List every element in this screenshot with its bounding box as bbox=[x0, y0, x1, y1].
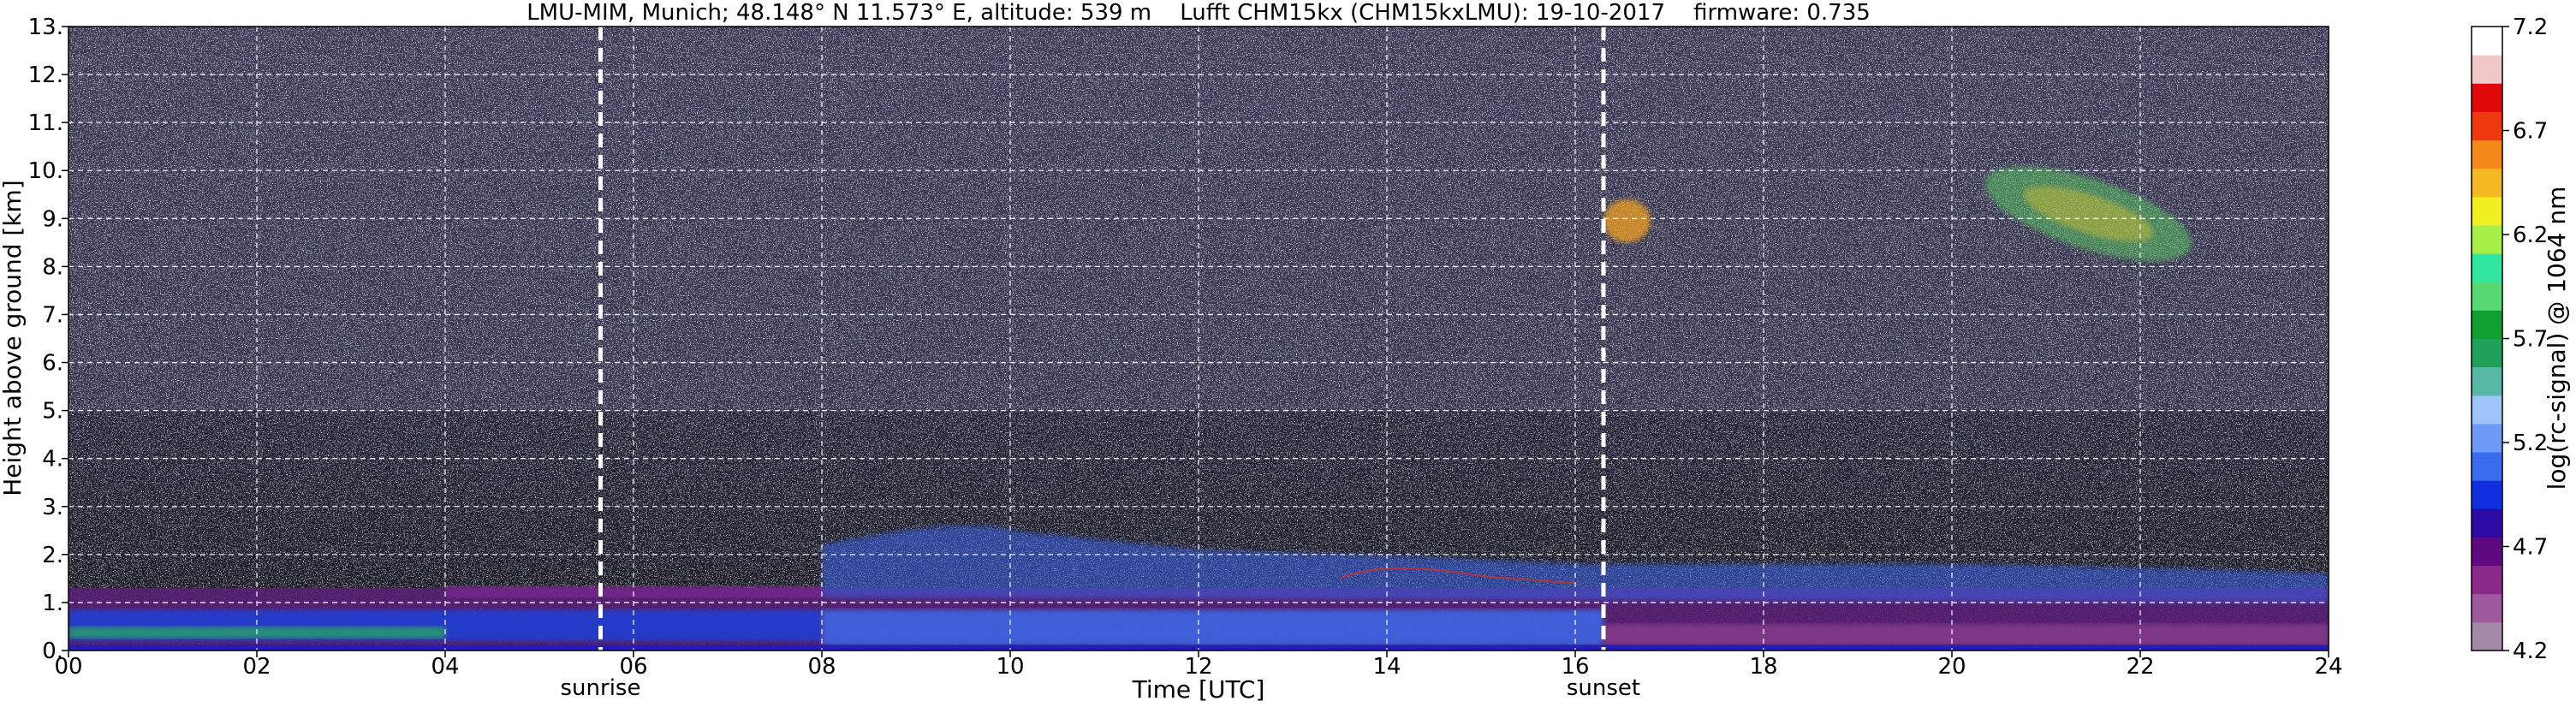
y-tick-label: 5. bbox=[42, 399, 63, 425]
marker-label-sunset: sunset bbox=[1567, 675, 1640, 701]
y-tick-label: 12. bbox=[28, 62, 63, 88]
colorbar-segment bbox=[2472, 196, 2502, 226]
colorbar-segment bbox=[2472, 452, 2502, 481]
colorbar-segment bbox=[2472, 282, 2502, 311]
x-axis-label: Time [UTC] bbox=[1132, 675, 1265, 704]
colorbar-segment bbox=[2472, 55, 2502, 84]
x-tick-label: 02 bbox=[242, 654, 271, 680]
x-tick-label: 12 bbox=[1184, 654, 1212, 680]
colorbar-tick-label: 6.2 bbox=[2513, 223, 2548, 248]
colorbar-segment bbox=[2472, 565, 2502, 595]
x-tick-label: 06 bbox=[619, 654, 647, 680]
y-tick-label: 9. bbox=[42, 206, 63, 232]
colorbar-tick-label: 4.2 bbox=[2513, 639, 2548, 664]
colorbar-segment bbox=[2472, 111, 2502, 141]
y-tick-label: 7. bbox=[42, 302, 63, 328]
feature-layer-top bbox=[1339, 567, 1576, 585]
colorbar-segment bbox=[2472, 508, 2502, 538]
colorbar-segment bbox=[2472, 83, 2502, 112]
colorbar-segment bbox=[2472, 253, 2502, 282]
colorbar-tick-label: 5.7 bbox=[2513, 327, 2548, 353]
colorbar: 4.2 4.7 5.2 5.7 6.2 6.7 7.2 bbox=[2471, 15, 2548, 664]
grid-lines bbox=[68, 27, 2329, 651]
chart-title: LMU-MIM, Munich; 48.148° N 11.573° E, al… bbox=[527, 0, 1871, 26]
x-tick-label: 14 bbox=[1372, 654, 1401, 680]
x-tick-label: 22 bbox=[2126, 654, 2154, 680]
colorbar-segment bbox=[2472, 366, 2502, 396]
feature-surface-layer bbox=[68, 645, 2329, 651]
feature-night-layer bbox=[1603, 624, 2329, 646]
colorbar-segment bbox=[2472, 338, 2502, 368]
colorbar-tick-label: 4.7 bbox=[2513, 535, 2548, 561]
x-tick-label: 16 bbox=[1561, 654, 1589, 680]
y-tick-label: 2. bbox=[42, 543, 63, 568]
colorbar-segment bbox=[2472, 27, 2502, 56]
colorbar-segment bbox=[2472, 395, 2502, 425]
y-axis-label: Height above ground [km] bbox=[0, 180, 27, 496]
colorbar-segment bbox=[2472, 310, 2502, 339]
y-tick-label: 6. bbox=[42, 351, 63, 377]
colorbar-tick-label: 5.2 bbox=[2513, 431, 2548, 456]
colorbar-segment bbox=[2472, 168, 2502, 198]
colorbar-segment bbox=[2472, 621, 2502, 651]
y-tick-label: 8. bbox=[42, 254, 63, 280]
feature-mixed-day bbox=[822, 609, 1603, 646]
colorbar-segment bbox=[2472, 480, 2502, 509]
feature-cirrus-evening bbox=[1603, 199, 1651, 243]
feature-cirrus-night-core bbox=[2023, 186, 2154, 242]
y-tick-label: 13. bbox=[28, 15, 63, 40]
y-tick-label: 0. bbox=[42, 639, 63, 664]
y-tick-label: 11. bbox=[28, 110, 63, 136]
colorbar-tick-label: 6.7 bbox=[2513, 119, 2548, 145]
x-tick-label: 00 bbox=[54, 654, 82, 680]
x-tick-label: 20 bbox=[1937, 654, 1966, 680]
colorbar-segment bbox=[2472, 593, 2502, 623]
marker-label-sunrise: sunrise bbox=[561, 675, 641, 701]
y-tick-label: 10. bbox=[28, 158, 63, 184]
y-tick-label: 1. bbox=[42, 591, 63, 616]
colorbar-segment bbox=[2472, 537, 2502, 567]
x-tick-label: 08 bbox=[807, 654, 836, 680]
colorbar-label: log(rc-signal) @ 1064 nm bbox=[2543, 187, 2571, 490]
colorbar-segment bbox=[2472, 140, 2502, 169]
x-tick-label: 04 bbox=[431, 654, 459, 680]
x-tick-label: 10 bbox=[996, 654, 1024, 680]
colorbar-segment bbox=[2472, 224, 2502, 254]
colorbar-segment bbox=[2472, 423, 2502, 453]
y-tick-label: 3. bbox=[42, 495, 63, 520]
y-tick-label: 4. bbox=[42, 447, 63, 472]
x-tick-label: 24 bbox=[2314, 654, 2342, 680]
x-tick-label: 18 bbox=[1749, 654, 1777, 680]
colorbar-tick-label: 7.2 bbox=[2513, 15, 2548, 40]
